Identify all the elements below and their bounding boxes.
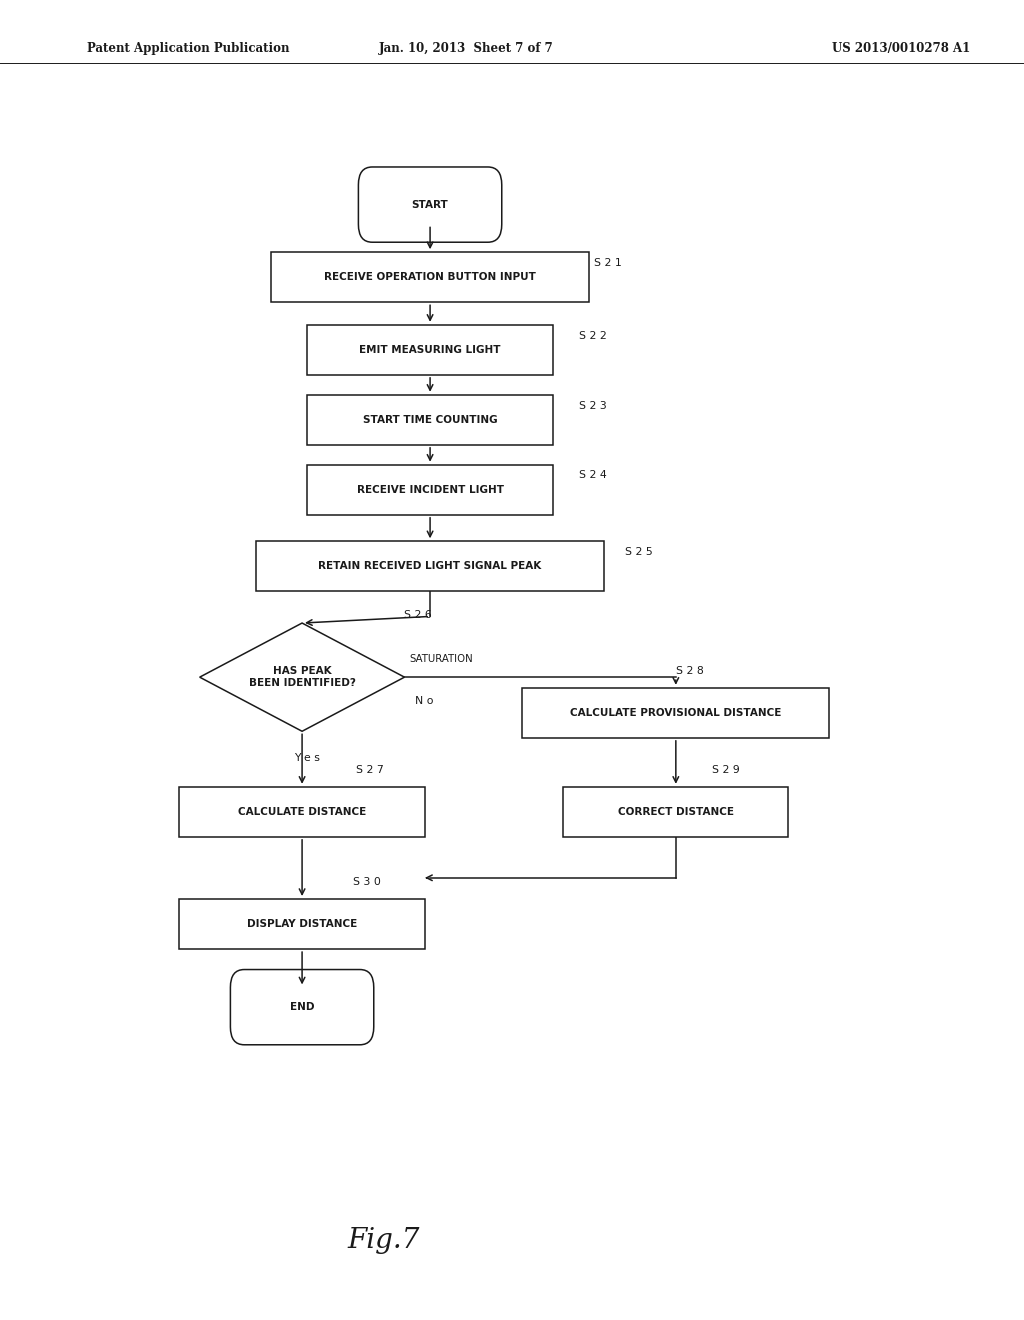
Text: S 2 7: S 2 7 (356, 764, 384, 775)
FancyBboxPatch shape (522, 688, 829, 738)
Text: Jan. 10, 2013  Sheet 7 of 7: Jan. 10, 2013 Sheet 7 of 7 (379, 42, 553, 55)
Text: S 2 9: S 2 9 (712, 764, 739, 775)
Text: Patent Application Publication: Patent Application Publication (87, 42, 290, 55)
Text: RETAIN RECEIVED LIGHT SIGNAL PEAK: RETAIN RECEIVED LIGHT SIGNAL PEAK (318, 561, 542, 572)
Text: S 2 4: S 2 4 (579, 470, 606, 480)
Text: START TIME COUNTING: START TIME COUNTING (362, 414, 498, 425)
Text: S 3 0: S 3 0 (353, 876, 381, 887)
FancyBboxPatch shape (307, 325, 553, 375)
Text: S 2 5: S 2 5 (625, 546, 652, 557)
FancyBboxPatch shape (563, 787, 788, 837)
FancyBboxPatch shape (307, 465, 553, 515)
Text: S 2 3: S 2 3 (579, 400, 606, 411)
Text: S 2 1: S 2 1 (594, 257, 622, 268)
FancyBboxPatch shape (358, 168, 502, 243)
Text: DISPLAY DISTANCE: DISPLAY DISTANCE (247, 919, 357, 929)
Text: CORRECT DISTANCE: CORRECT DISTANCE (617, 807, 734, 817)
FancyBboxPatch shape (179, 899, 425, 949)
Text: SATURATION: SATURATION (410, 653, 473, 664)
FancyBboxPatch shape (271, 252, 589, 302)
Text: CALCULATE DISTANCE: CALCULATE DISTANCE (238, 807, 367, 817)
Text: S 2 2: S 2 2 (579, 330, 606, 341)
Text: START: START (412, 199, 449, 210)
Text: RECEIVE INCIDENT LIGHT: RECEIVE INCIDENT LIGHT (356, 484, 504, 495)
Text: Y e s: Y e s (294, 752, 319, 763)
Text: N o: N o (415, 696, 433, 706)
Text: US 2013/0010278 A1: US 2013/0010278 A1 (831, 42, 971, 55)
FancyBboxPatch shape (307, 395, 553, 445)
Polygon shape (200, 623, 404, 731)
Text: CALCULATE PROVISIONAL DISTANCE: CALCULATE PROVISIONAL DISTANCE (570, 708, 781, 718)
FancyBboxPatch shape (256, 541, 604, 591)
Text: Fig.7: Fig.7 (348, 1228, 420, 1254)
Text: END: END (290, 1002, 314, 1012)
Text: S 2 6: S 2 6 (404, 610, 432, 620)
Text: S 2 8: S 2 8 (676, 665, 703, 676)
Text: RECEIVE OPERATION BUTTON INPUT: RECEIVE OPERATION BUTTON INPUT (325, 272, 536, 282)
Text: EMIT MEASURING LIGHT: EMIT MEASURING LIGHT (359, 345, 501, 355)
FancyBboxPatch shape (179, 787, 425, 837)
Text: HAS PEAK
BEEN IDENTIFIED?: HAS PEAK BEEN IDENTIFIED? (249, 667, 355, 688)
FancyBboxPatch shape (230, 969, 374, 1045)
